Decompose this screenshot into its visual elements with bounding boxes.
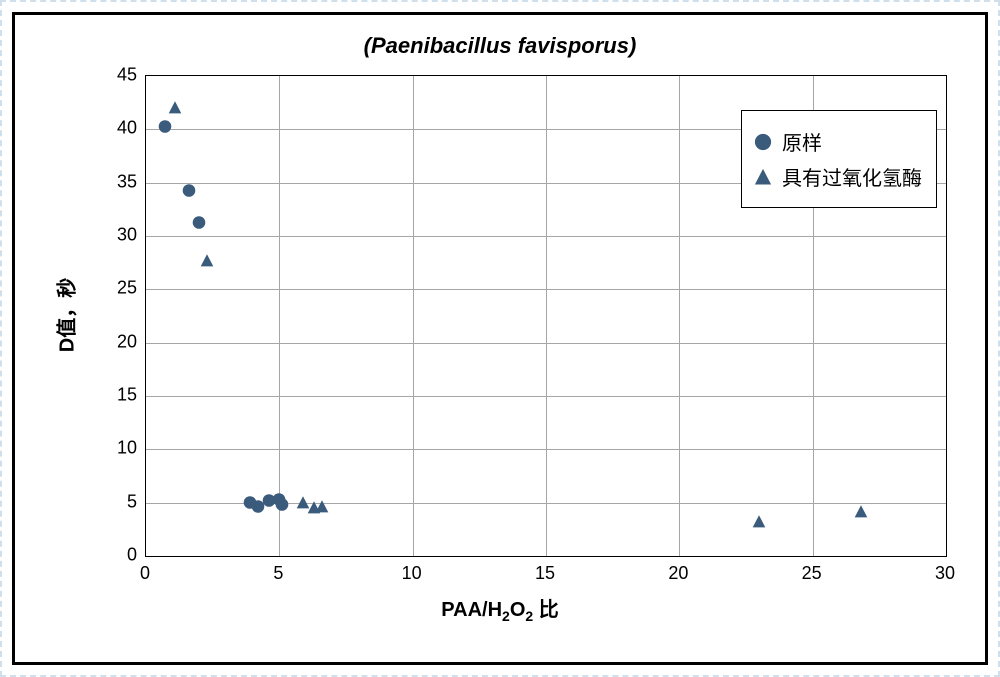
data-point	[168, 101, 182, 120]
y-axis-label: D值，秒	[51, 278, 80, 352]
dashed-outer-frame: (Paenibacillus favisporus) D值，秒 PAA/H2O2…	[0, 0, 1000, 677]
x-tick-label: 0	[125, 563, 165, 584]
x-tick-label: 30	[925, 563, 965, 584]
legend-label: 原样	[782, 127, 822, 156]
data-point	[296, 495, 310, 514]
y-tick-label: 5	[97, 491, 137, 512]
y-tick-label: 20	[97, 331, 137, 352]
data-point	[275, 497, 289, 516]
y-tick-label: 25	[97, 278, 137, 299]
x-tick-label: 20	[658, 563, 698, 584]
y-tick-label: 30	[97, 225, 137, 246]
x-tick-label: 10	[392, 563, 432, 584]
triangle-icon	[752, 166, 774, 188]
data-point	[200, 253, 214, 272]
x-axis-label: PAA/H2O2 比	[15, 593, 985, 624]
y-tick-label: 15	[97, 385, 137, 406]
legend-label: 具有过氧化氢酶	[782, 162, 922, 191]
data-point	[243, 495, 257, 514]
circle-icon	[752, 131, 774, 153]
x-tick-label: 5	[258, 563, 298, 584]
legend-item: 具有过氧化氢酶	[752, 162, 922, 191]
data-point	[854, 505, 868, 524]
y-tick-label: 10	[97, 438, 137, 459]
grid-line	[413, 76, 414, 556]
data-point	[752, 515, 766, 534]
grid-line	[679, 76, 680, 556]
chart-frame: (Paenibacillus favisporus) D值，秒 PAA/H2O2…	[12, 12, 988, 665]
x-tick-label: 15	[525, 563, 565, 584]
x-tick-label: 25	[792, 563, 832, 584]
y-tick-label: 45	[97, 65, 137, 86]
legend: 原样具有过氧化氢酶	[741, 110, 937, 208]
chart-title: (Paenibacillus favisporus)	[15, 33, 985, 59]
grid-line	[279, 76, 280, 556]
data-point	[182, 184, 196, 203]
legend-item: 原样	[752, 127, 922, 156]
grid-line	[546, 76, 547, 556]
data-point	[192, 216, 206, 235]
y-tick-label: 35	[97, 171, 137, 192]
y-tick-label: 40	[97, 118, 137, 139]
